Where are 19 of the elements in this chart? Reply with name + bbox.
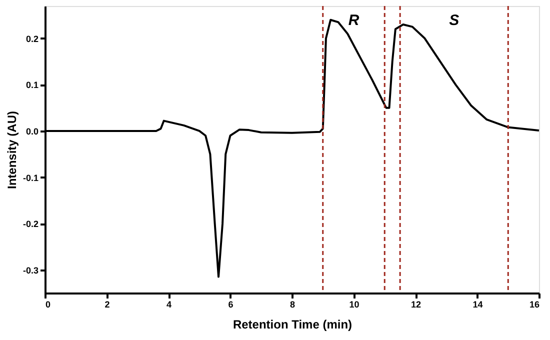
y-tick-label: -0.1 [22,172,38,183]
y-tick-label: 0.1 [26,80,38,90]
x-tick-label: 0 [46,300,51,310]
y-tick-label: -0.3 [22,265,38,276]
y-tick-label: -0.2 [22,219,38,230]
x-tick-label: 10 [349,300,360,310]
x-tick-label: 8 [290,300,296,310]
annotation: S [449,12,460,29]
x-tick-label: 16 [529,300,540,310]
y-tick-label: 0.0 [26,126,38,136]
x-axis-title: Retention Time (min) [232,318,352,332]
x-tick-label: 4 [166,300,172,310]
y-tick-label: 0.2 [26,34,38,44]
x-tick-label: 2 [104,300,110,310]
y-axis-title: Intensity (AU) [4,110,19,189]
x-tick-label: 14 [472,300,483,310]
x-tick-label: 12 [410,300,422,310]
x-tick-label: 6 [228,300,234,310]
annotation: R [348,12,360,29]
